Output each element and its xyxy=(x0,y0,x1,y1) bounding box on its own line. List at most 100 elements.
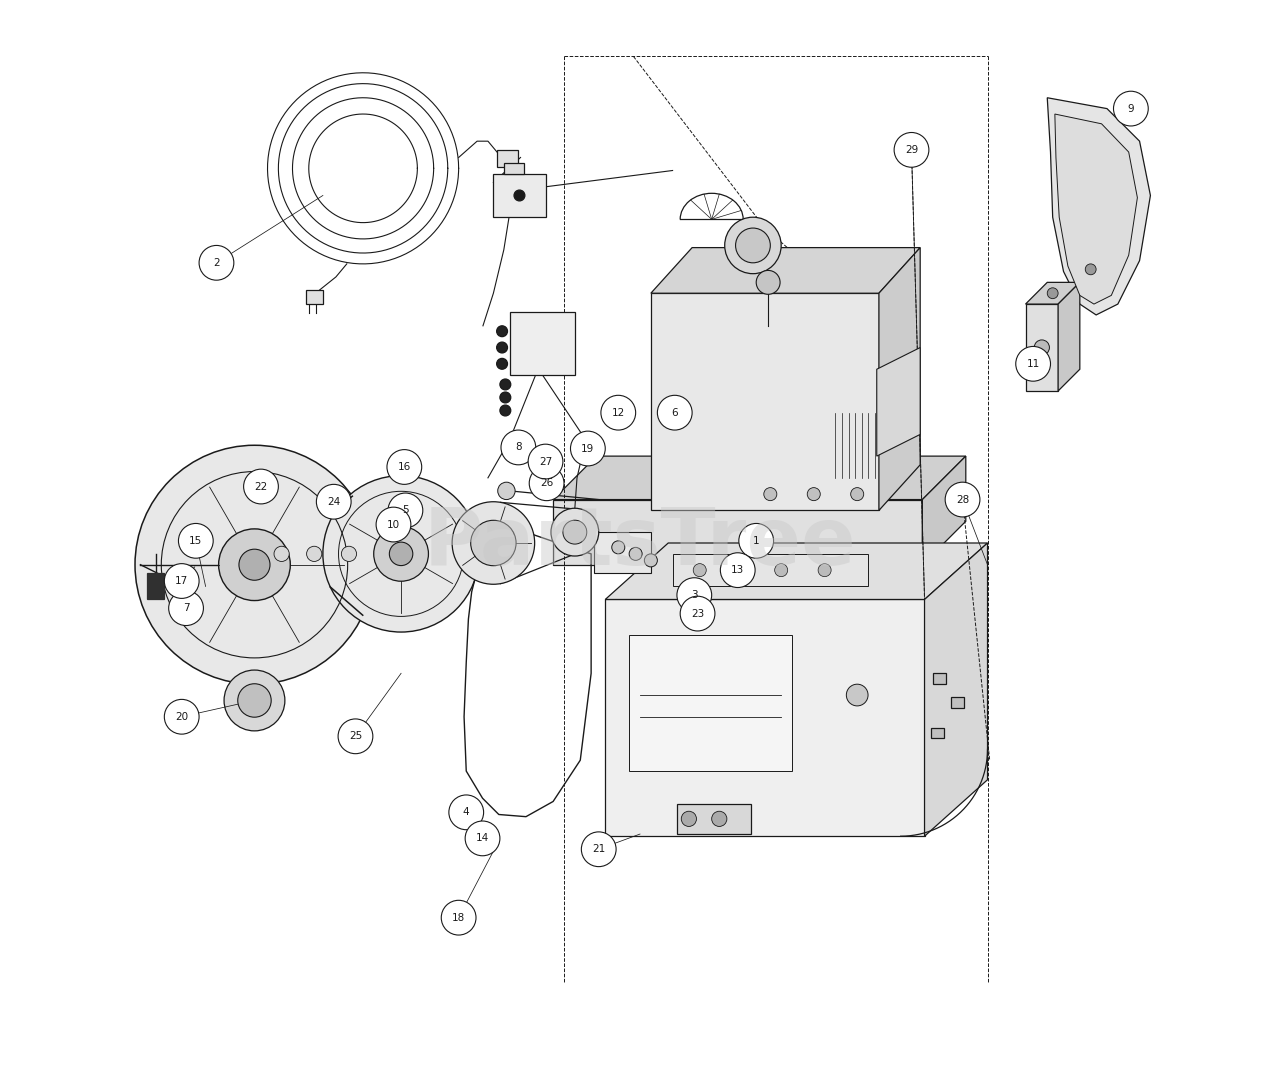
Bar xyxy=(306,290,323,304)
Circle shape xyxy=(323,476,479,632)
Circle shape xyxy=(612,541,625,554)
Circle shape xyxy=(756,270,780,294)
Polygon shape xyxy=(924,543,988,836)
Circle shape xyxy=(169,591,204,626)
Bar xyxy=(931,728,945,738)
Circle shape xyxy=(342,546,357,561)
Circle shape xyxy=(515,190,525,201)
Circle shape xyxy=(721,553,755,588)
Circle shape xyxy=(694,564,707,577)
Polygon shape xyxy=(553,456,966,500)
Circle shape xyxy=(808,488,820,501)
Circle shape xyxy=(374,527,429,581)
Circle shape xyxy=(243,469,278,504)
Circle shape xyxy=(316,484,351,519)
Circle shape xyxy=(1114,91,1148,126)
Circle shape xyxy=(164,699,200,734)
Text: 3: 3 xyxy=(691,590,698,601)
Polygon shape xyxy=(879,248,920,510)
Bar xyxy=(147,573,164,599)
Circle shape xyxy=(376,507,411,542)
Text: 16: 16 xyxy=(398,462,411,472)
Polygon shape xyxy=(1047,98,1151,315)
Circle shape xyxy=(239,550,270,580)
Bar xyxy=(672,554,868,586)
Circle shape xyxy=(388,493,422,528)
Circle shape xyxy=(452,502,535,584)
Circle shape xyxy=(895,132,929,167)
Bar xyxy=(497,150,518,167)
Circle shape xyxy=(571,431,605,466)
Circle shape xyxy=(658,395,692,430)
Circle shape xyxy=(846,684,868,706)
Bar xyxy=(933,673,946,684)
Text: 13: 13 xyxy=(731,565,745,576)
Circle shape xyxy=(600,395,636,430)
Text: 21: 21 xyxy=(593,844,605,855)
Text: 8: 8 xyxy=(515,442,522,453)
Circle shape xyxy=(200,245,234,280)
Circle shape xyxy=(465,821,500,856)
Polygon shape xyxy=(605,599,924,836)
Circle shape xyxy=(680,596,716,631)
Text: 20: 20 xyxy=(175,711,188,722)
Polygon shape xyxy=(553,500,923,565)
Circle shape xyxy=(500,392,511,403)
Circle shape xyxy=(774,564,787,577)
Circle shape xyxy=(134,445,374,684)
Text: 17: 17 xyxy=(175,576,188,586)
Polygon shape xyxy=(1025,304,1059,391)
Polygon shape xyxy=(877,348,920,456)
Text: 7: 7 xyxy=(183,603,189,614)
Text: 25: 25 xyxy=(349,731,362,742)
Text: 12: 12 xyxy=(612,407,625,418)
Bar xyxy=(504,163,524,174)
Polygon shape xyxy=(1059,282,1080,391)
Text: 18: 18 xyxy=(452,912,465,923)
Text: 22: 22 xyxy=(255,481,268,492)
Circle shape xyxy=(338,719,372,754)
Text: 23: 23 xyxy=(691,608,704,619)
Circle shape xyxy=(1016,346,1051,381)
Circle shape xyxy=(497,342,507,353)
Circle shape xyxy=(500,379,511,390)
Polygon shape xyxy=(594,532,650,573)
Text: 4: 4 xyxy=(463,807,470,818)
Text: 11: 11 xyxy=(1027,358,1039,369)
Circle shape xyxy=(1034,340,1050,355)
Circle shape xyxy=(238,684,271,717)
Text: 15: 15 xyxy=(189,535,202,546)
Text: 1: 1 xyxy=(753,535,759,546)
Circle shape xyxy=(307,546,321,561)
Polygon shape xyxy=(1025,282,1080,304)
Polygon shape xyxy=(650,293,879,510)
Circle shape xyxy=(1085,264,1096,275)
Bar xyxy=(951,697,964,708)
Circle shape xyxy=(736,228,771,263)
Polygon shape xyxy=(923,456,966,565)
Text: PartsTree: PartsTree xyxy=(424,504,856,582)
Circle shape xyxy=(178,523,214,558)
Circle shape xyxy=(731,564,744,577)
Text: 19: 19 xyxy=(581,443,594,454)
Circle shape xyxy=(739,523,773,558)
Bar xyxy=(677,804,751,834)
Text: 26: 26 xyxy=(540,478,553,489)
Circle shape xyxy=(712,811,727,826)
Text: 24: 24 xyxy=(328,496,340,507)
Text: 10: 10 xyxy=(387,519,401,530)
Circle shape xyxy=(529,466,564,501)
Circle shape xyxy=(581,832,616,867)
Circle shape xyxy=(550,508,599,556)
Circle shape xyxy=(449,795,484,830)
Text: 2: 2 xyxy=(214,257,220,268)
Circle shape xyxy=(274,546,289,561)
Polygon shape xyxy=(630,635,792,771)
Circle shape xyxy=(387,450,421,484)
Circle shape xyxy=(224,670,285,731)
Circle shape xyxy=(498,482,515,500)
Circle shape xyxy=(724,217,781,274)
Circle shape xyxy=(1047,288,1059,299)
Circle shape xyxy=(818,564,831,577)
Circle shape xyxy=(471,520,516,566)
